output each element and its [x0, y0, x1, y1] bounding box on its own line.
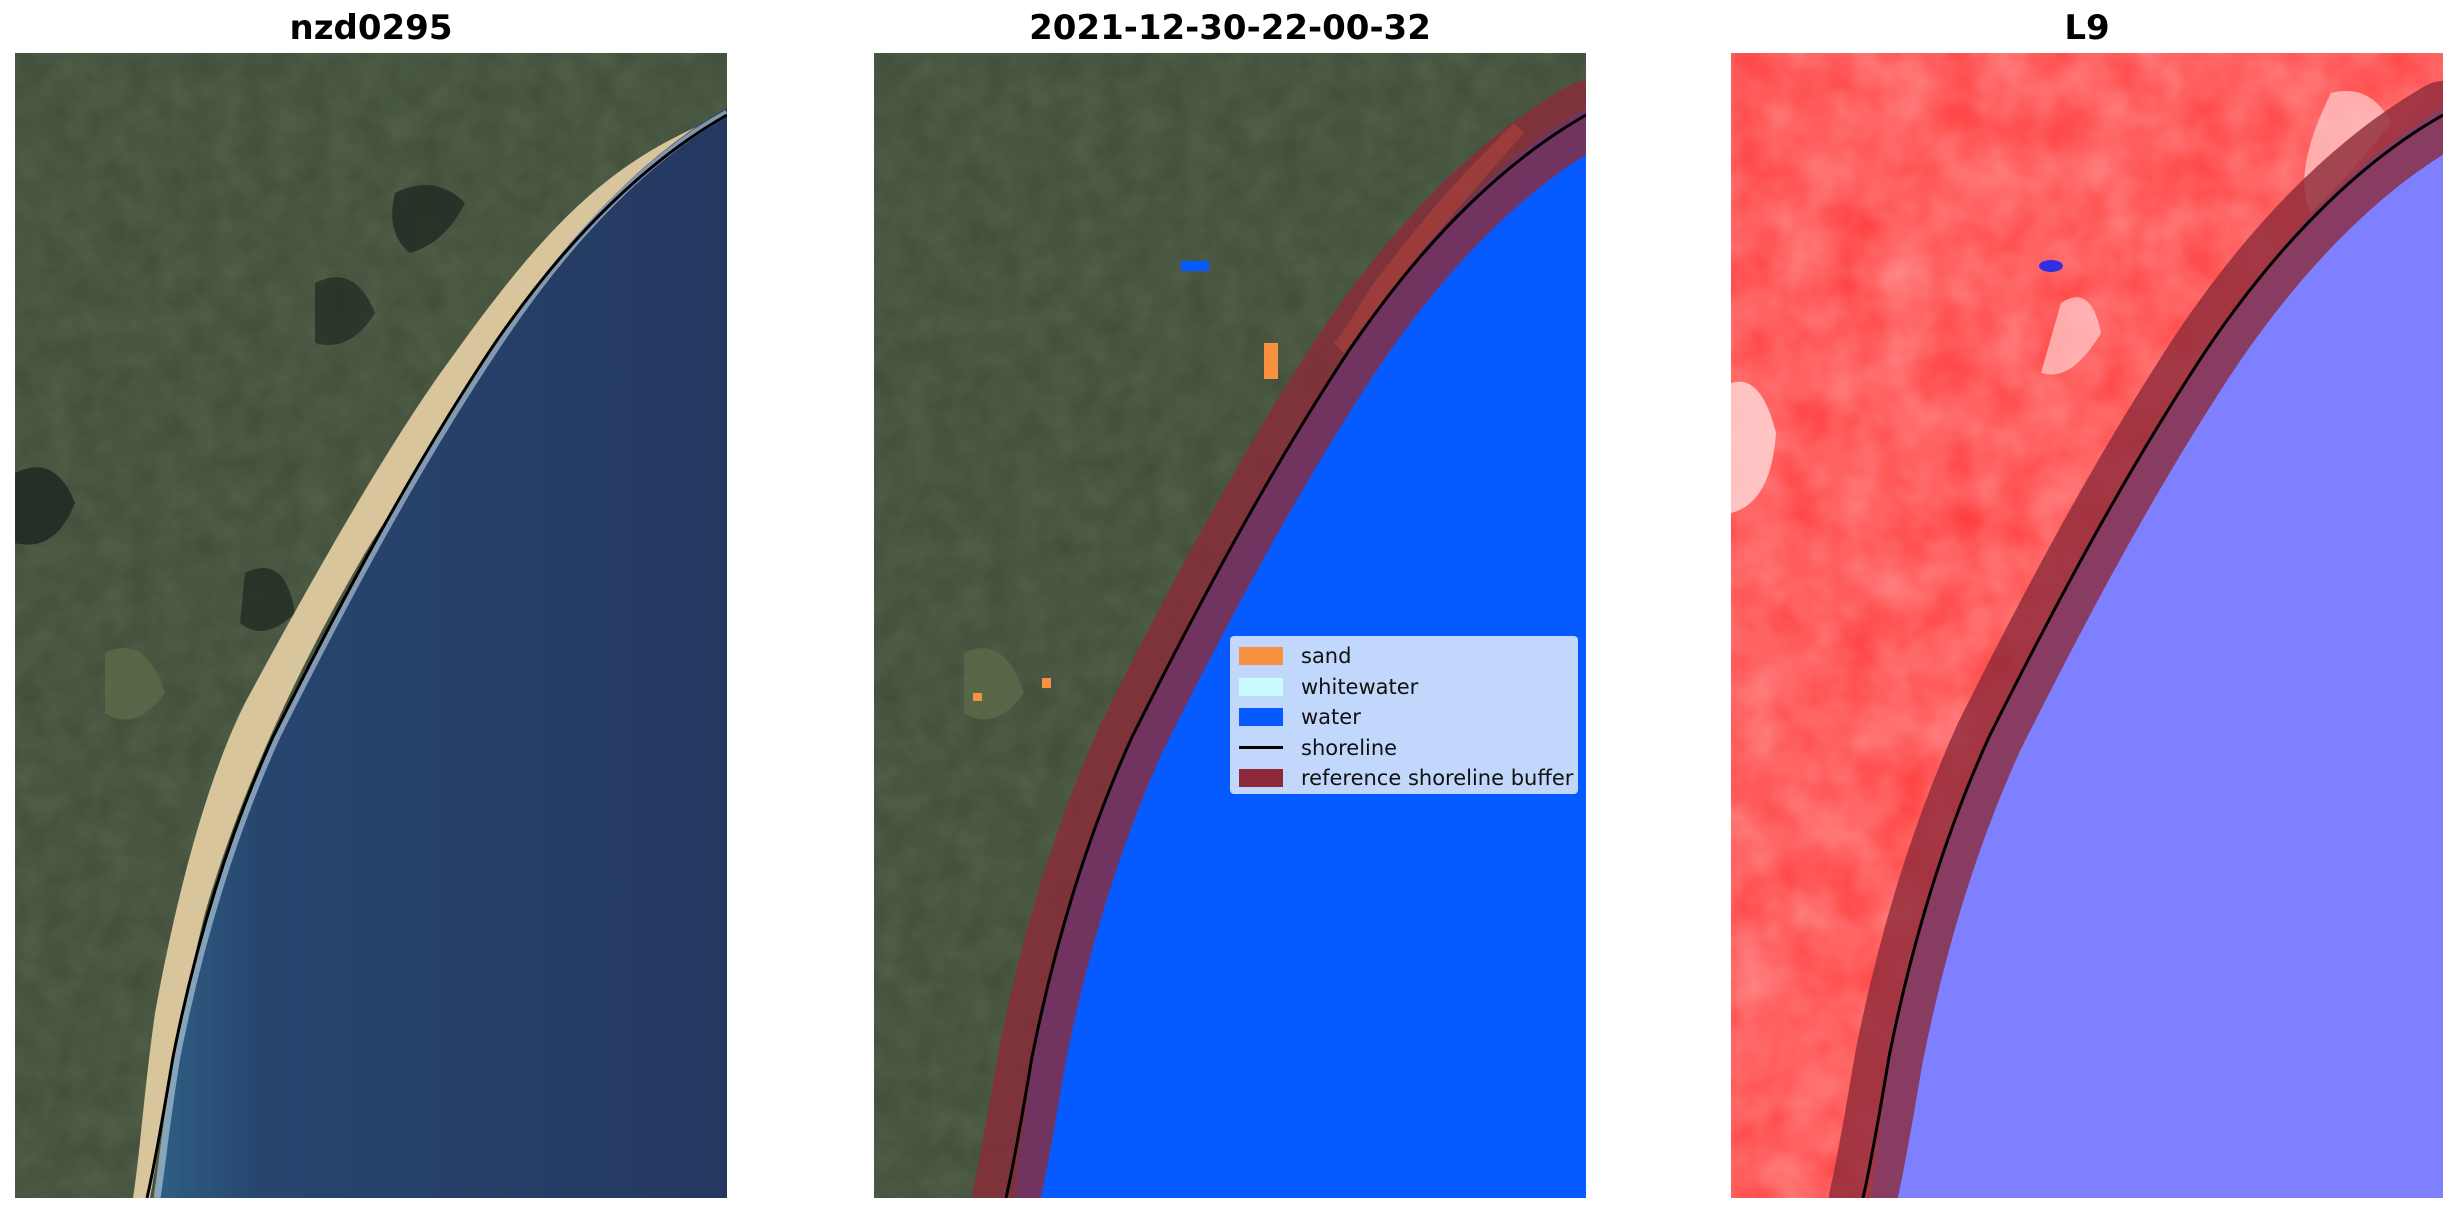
sand-class — [1264, 343, 1278, 379]
panel-title-classification: 2021-12-30-22-00-32 — [1029, 8, 1431, 48]
legend-item-water: water — [1239, 702, 1569, 733]
pale-region — [2041, 297, 2101, 375]
ocean — [155, 108, 727, 1198]
pale-region — [1731, 381, 1776, 513]
water-index — [2039, 260, 2063, 272]
legend-item-sand: sand — [1239, 641, 1569, 672]
legend-label-sand: sand — [1301, 644, 1352, 669]
rgb-image-panel — [15, 53, 727, 1198]
field-patch — [964, 648, 1024, 720]
legend-line-shoreline — [1239, 746, 1283, 750]
panel-title-index: L9 — [2064, 8, 2110, 48]
water-class — [1181, 261, 1209, 271]
legend-label-shoreline: shoreline — [1301, 735, 1398, 760]
shoreline — [145, 113, 727, 1198]
shoreline — [1861, 113, 2443, 1198]
rgb-satellite-image — [15, 53, 727, 1198]
vegetation-patch — [315, 277, 375, 345]
legend-label-buffer: reference shoreline buffer — [1301, 766, 1574, 791]
legend-item-whitewater: whitewater — [1239, 672, 1569, 703]
classification-panel — [874, 53, 1586, 1198]
legend-swatch-water — [1239, 708, 1283, 727]
water-index — [1871, 108, 2443, 1198]
index-panel — [1731, 53, 2443, 1198]
legend: sand whitewater water shoreline referenc… — [1230, 636, 1578, 794]
field-patch — [105, 648, 165, 720]
sand-class — [973, 693, 982, 701]
classification-image — [874, 53, 1586, 1198]
sand-class — [1042, 678, 1051, 688]
legend-item-buffer: reference shoreline buffer — [1239, 763, 1573, 794]
vegetation-patch — [15, 467, 75, 545]
index-image — [1731, 53, 2443, 1198]
vegetation-patch — [240, 568, 295, 631]
shoreline — [1004, 113, 1586, 1198]
vegetation-patch — [392, 185, 465, 253]
legend-swatch-sand — [1239, 647, 1283, 666]
legend-swatch-buffer — [1239, 769, 1283, 788]
panel-title-rgb: nzd0295 — [289, 8, 453, 48]
legend-item-shoreline: shoreline — [1239, 733, 1569, 764]
legend-label-water: water — [1301, 705, 1361, 730]
legend-label-whitewater: whitewater — [1301, 674, 1419, 699]
legend-swatch-whitewater — [1239, 677, 1283, 696]
